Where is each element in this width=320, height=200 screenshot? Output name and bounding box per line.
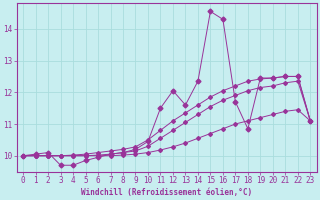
X-axis label: Windchill (Refroidissement éolien,°C): Windchill (Refroidissement éolien,°C) xyxy=(81,188,252,197)
